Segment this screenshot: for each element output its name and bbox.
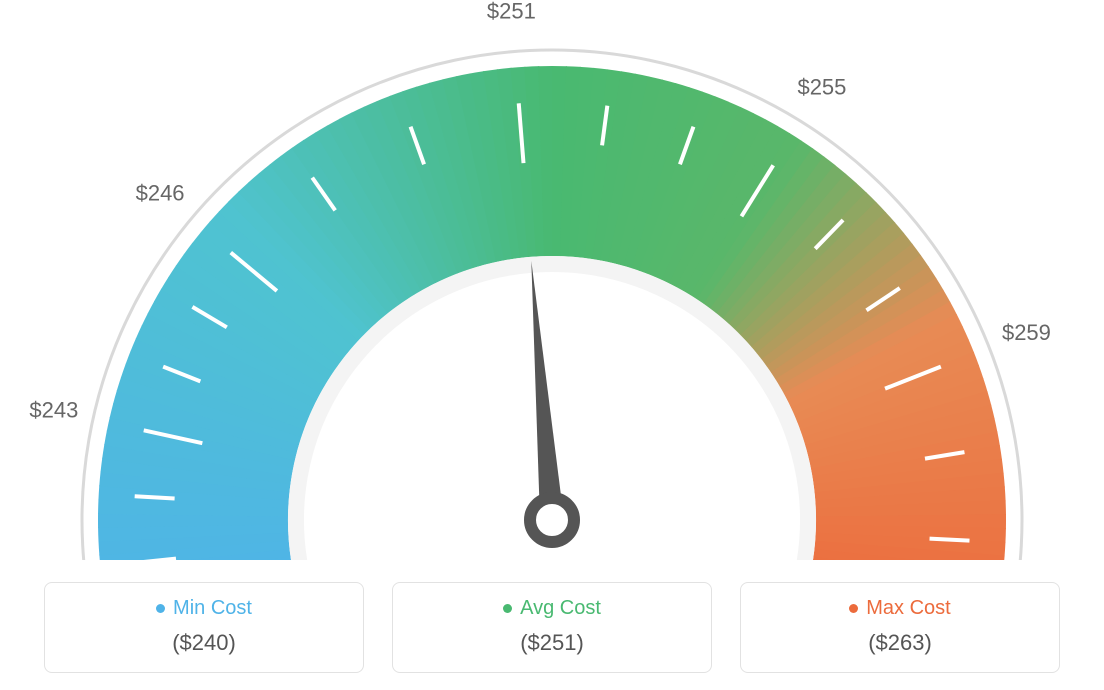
dot-icon <box>503 604 512 613</box>
legend-value: ($240) <box>55 630 353 656</box>
legend-title-min: Min Cost <box>156 597 252 620</box>
gauge-chart: $240$243$246$251$255$259$263 <box>0 0 1104 560</box>
svg-text:$243: $243 <box>29 398 78 423</box>
dot-icon <box>156 604 165 613</box>
legend-title-avg: Avg Cost <box>503 597 601 620</box>
dot-icon <box>849 604 858 613</box>
legend-card-min: Min Cost ($240) <box>44 582 364 673</box>
legend-label: Avg Cost <box>520 597 601 620</box>
svg-text:$259: $259 <box>1002 320 1051 345</box>
gauge-svg: $240$243$246$251$255$259$263 <box>0 0 1104 560</box>
legend-card-max: Max Cost ($263) <box>740 582 1060 673</box>
svg-text:$255: $255 <box>797 74 846 99</box>
legend-label: Min Cost <box>173 597 252 620</box>
legend-label: Max Cost <box>866 597 950 620</box>
svg-text:$251: $251 <box>487 0 536 24</box>
svg-text:$246: $246 <box>136 181 185 206</box>
legend-value: ($263) <box>751 630 1049 656</box>
legend-title-max: Max Cost <box>849 597 950 620</box>
legend-card-avg: Avg Cost ($251) <box>392 582 712 673</box>
legend-value: ($251) <box>403 630 701 656</box>
legend-row: Min Cost ($240) Avg Cost ($251) Max Cost… <box>0 582 1104 673</box>
